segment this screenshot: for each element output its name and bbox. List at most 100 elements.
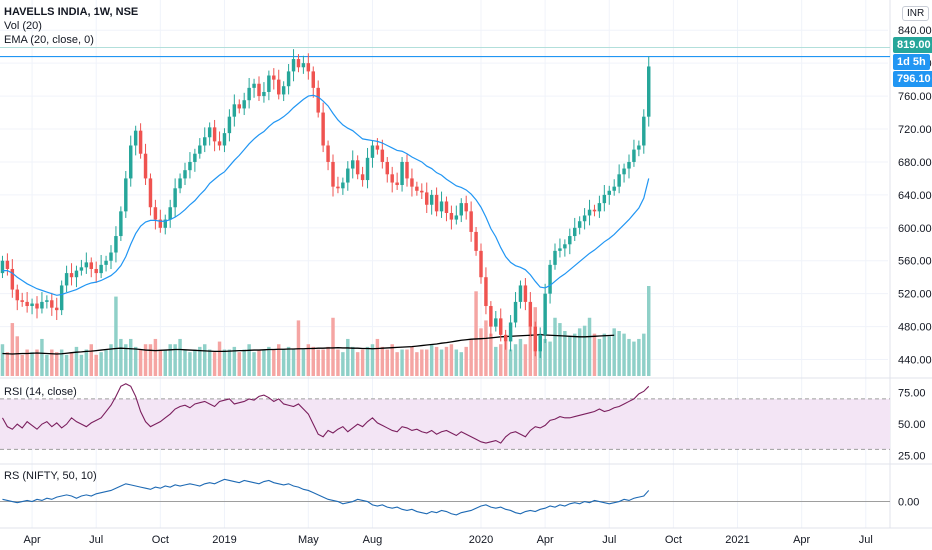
volume-bar — [365, 346, 370, 376]
candle-body — [513, 301, 518, 323]
volume-bar — [148, 344, 153, 376]
candle-body — [193, 153, 197, 162]
candle-body — [217, 141, 222, 146]
volume-bar — [607, 336, 611, 376]
volume-bar — [138, 349, 143, 376]
price-tick-label: 840.00 — [898, 25, 932, 37]
volume-bar — [5, 352, 10, 376]
volume-bar — [55, 352, 59, 376]
candle-body — [489, 306, 493, 327]
volume-bar — [474, 291, 478, 376]
candle-body — [351, 160, 355, 169]
volume-bar — [395, 352, 399, 376]
volume-bar — [84, 349, 89, 376]
volume-bar — [286, 346, 291, 376]
volume-bar — [434, 346, 439, 376]
candle-body — [247, 87, 251, 101]
volume-bar — [45, 354, 49, 376]
volume-bar — [400, 349, 404, 376]
grid-lines — [0, 0, 932, 529]
candle-body — [316, 87, 320, 113]
candle-body — [286, 71, 291, 87]
volume-bar — [20, 354, 24, 376]
volume-bar — [129, 338, 133, 376]
candle-body — [612, 186, 616, 191]
candle-body — [129, 145, 133, 179]
volume-bar — [405, 349, 409, 376]
x-tick-label: 2019 — [212, 534, 236, 546]
candle-body — [592, 209, 597, 212]
candle-body — [395, 182, 399, 186]
price-tick-label: 760.00 — [898, 91, 932, 103]
candle-body — [597, 203, 602, 212]
rsi-tick-label: 50.00 — [898, 419, 926, 431]
candle-body — [281, 86, 286, 95]
currency-badge[interactable]: INR — [902, 6, 930, 21]
candle-body — [390, 174, 394, 183]
candle-body — [577, 221, 582, 228]
candle-body — [326, 145, 330, 162]
volume-bar — [410, 346, 414, 376]
candle-body — [69, 273, 74, 278]
candle-body — [20, 300, 24, 302]
volume-bar — [99, 352, 103, 376]
rs-panel — [0, 478, 890, 516]
volume-bar — [124, 344, 128, 376]
candle-body — [607, 190, 611, 195]
volume-bar — [198, 346, 202, 376]
volume-bar — [582, 325, 587, 376]
candle-body — [499, 318, 503, 335]
candle-body — [410, 178, 414, 187]
volume-bar — [153, 338, 158, 376]
candle-body — [124, 178, 128, 212]
volume-bar — [10, 323, 15, 376]
candle-body — [360, 174, 365, 181]
candle-body — [64, 273, 69, 286]
axes: Apr Jul Oct 2019 May Aug 2020 Apr Jul Oct 2021 Apr J… — [24, 25, 932, 546]
volume-bar — [642, 333, 646, 376]
volume-bar — [375, 338, 380, 376]
volume-bar — [587, 317, 592, 376]
candle-body — [188, 161, 192, 171]
candle-body — [602, 194, 607, 204]
volume-bar — [64, 354, 69, 376]
ema-line — [2, 94, 650, 296]
price-tick-label: 520.00 — [898, 289, 932, 301]
rs-tick-label: 0.00 — [898, 497, 919, 509]
volume-bar — [449, 344, 454, 376]
rsi-band — [0, 398, 890, 450]
candle-body — [153, 207, 158, 220]
candle-body — [272, 75, 276, 80]
volume-bar — [168, 344, 172, 376]
candle-body — [449, 212, 454, 220]
rsi-panel — [0, 383, 890, 450]
volume-bar — [143, 344, 148, 376]
volume-bar — [0, 344, 5, 376]
volume-bar — [163, 349, 167, 376]
candle-body — [543, 293, 547, 335]
candle-body — [15, 289, 19, 301]
candle-body — [617, 174, 621, 187]
rsi-tick-label: 75.00 — [898, 388, 926, 400]
candle-body — [563, 244, 567, 249]
volume-bar — [637, 338, 641, 376]
volume-bar — [291, 349, 296, 376]
candle-body — [587, 209, 592, 216]
candle-body — [523, 285, 528, 302]
candle-body — [538, 334, 542, 352]
volume-bar — [508, 349, 513, 376]
volume-bar — [119, 338, 123, 376]
candle-body — [311, 71, 315, 88]
rs-line — [2, 478, 650, 516]
candle-body — [484, 277, 488, 307]
volume-bar — [429, 344, 434, 376]
candle-body — [212, 127, 217, 142]
volume-bar — [563, 331, 567, 376]
volume-bar — [484, 320, 488, 376]
candle-body — [114, 236, 118, 253]
candle-body — [375, 145, 380, 150]
volume-bar — [242, 349, 246, 376]
candle-body — [494, 318, 498, 327]
volume-bar — [207, 349, 212, 376]
candle-body — [558, 248, 562, 251]
